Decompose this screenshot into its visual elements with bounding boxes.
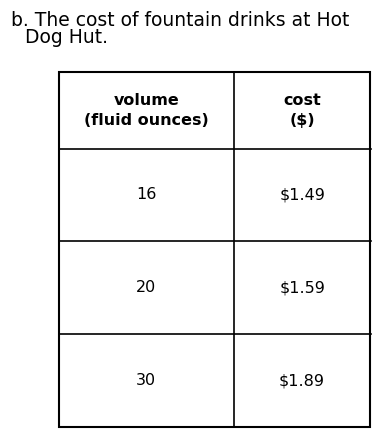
Text: Dog Hut.: Dog Hut. xyxy=(25,28,108,47)
Text: $1.89: $1.89 xyxy=(279,373,325,388)
Bar xyxy=(59,72,370,427)
Text: 20: 20 xyxy=(136,280,157,295)
Text: (fluid ounces): (fluid ounces) xyxy=(84,113,209,127)
Text: volume: volume xyxy=(113,93,179,108)
Text: 30: 30 xyxy=(136,373,156,388)
Text: ($): ($) xyxy=(289,113,315,127)
Text: b. The cost of fountain drinks at Hot: b. The cost of fountain drinks at Hot xyxy=(11,11,350,30)
Text: cost: cost xyxy=(283,93,321,108)
Text: $1.59: $1.59 xyxy=(279,280,325,295)
Text: 16: 16 xyxy=(136,187,157,202)
Text: $1.49: $1.49 xyxy=(279,187,325,202)
